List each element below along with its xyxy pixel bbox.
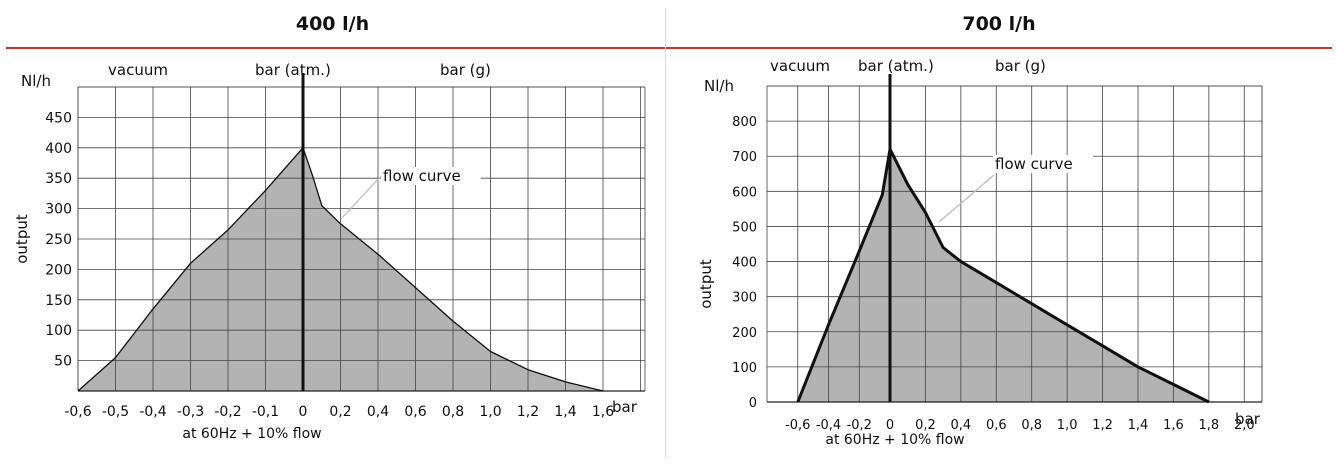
y-tick-label: 250 xyxy=(45,232,72,248)
x-tick-label: -0,2 xyxy=(214,404,241,420)
annotation-leader-line xyxy=(938,174,995,223)
x-tick-label: -0,6 xyxy=(64,404,91,420)
x-tick-label: 0,6 xyxy=(404,404,426,420)
x-tick-label: 1,2 xyxy=(1092,418,1113,433)
y-tick-label: 100 xyxy=(732,361,757,376)
y-tick-label: 0 xyxy=(749,396,757,411)
x-tick-label: 0,8 xyxy=(442,404,464,420)
annotation-bg xyxy=(993,155,1093,173)
y-tick-label: 300 xyxy=(45,202,72,218)
y-tick-label: 500 xyxy=(732,220,757,235)
annotation-leader-line xyxy=(340,175,382,220)
region-label-vacuum: vacuum xyxy=(770,57,830,75)
x-tick-label: 0 xyxy=(299,404,308,420)
x-tick-label: -0,5 xyxy=(102,404,129,420)
y-tick-label: 350 xyxy=(45,171,72,187)
x-axis-label: at 60Hz + 10% flow xyxy=(182,426,321,442)
region-label-gauge: bar (g) xyxy=(440,61,491,79)
y-tick-label: 200 xyxy=(732,326,757,341)
x-axis-label: at 60Hz + 10% flow xyxy=(825,432,964,448)
y-tick-label: 300 xyxy=(732,291,757,306)
x-tick-label: 0 xyxy=(886,418,894,433)
y-tick-label: 400 xyxy=(732,256,757,271)
x-tick-label: 2,0 xyxy=(1234,418,1255,433)
x-tick-label: -0,3 xyxy=(177,404,204,420)
region-label-atm: bar (atm.) xyxy=(255,61,331,79)
flow-chart-400: -0,6 -0,5 -0,4 -0,3 -0,2 -0,1 0 0,2 0,4 0,6 0,8 1,0… xyxy=(13,61,646,442)
y-unit-label: Nl/h xyxy=(21,72,51,90)
x-unit-label: bar xyxy=(1235,410,1261,428)
x-tick-label: 1,2 xyxy=(517,404,539,420)
annotation-flow-curve: flow curve xyxy=(383,167,461,185)
region-label-vacuum: vacuum xyxy=(108,61,168,79)
x-tick-label: -0,6 xyxy=(785,418,810,433)
y-unit-label: Nl/h xyxy=(704,77,734,95)
x-tick-label: 0,4 xyxy=(367,404,389,420)
x-tick-label: 0,8 xyxy=(1021,418,1042,433)
flow-chart-700: -0,6 -0,4 -0,2 0 0,2 0,4 0,6 0,8 1,0 1,2 1,4 1,6 1,8… xyxy=(697,57,1263,448)
y-axis-label: output xyxy=(697,259,715,309)
x-tick-label: 1,6 xyxy=(1163,418,1184,433)
y-tick-label: 700 xyxy=(732,150,757,165)
x-tick-label: 1,8 xyxy=(1199,418,1220,433)
panel-header-400: 400 l/h xyxy=(295,12,370,35)
x-tick-label: 0,2 xyxy=(915,418,936,433)
x-tick-label: -0,4 xyxy=(139,404,166,420)
annotation-flow-curve: flow curve xyxy=(995,155,1073,173)
y-tick-label: 100 xyxy=(45,323,72,339)
y-tick-label: 600 xyxy=(732,185,757,200)
region-label-atm: bar (atm.) xyxy=(858,57,934,75)
x-tick-label: 0,2 xyxy=(329,404,351,420)
y-tick-label: 200 xyxy=(45,262,72,278)
x-tick-label: 1,0 xyxy=(1057,418,1078,433)
y-tick-label: 400 xyxy=(45,141,72,157)
x-tick-label: -0,1 xyxy=(252,404,279,420)
y-tick-label: 50 xyxy=(54,354,72,370)
x-tick-label: 0,4 xyxy=(951,418,972,433)
panel-header-700: 700 l/h xyxy=(962,12,1036,35)
flow-area xyxy=(797,149,1209,402)
x-tick-label: 1,6 xyxy=(592,404,614,420)
panel-divider xyxy=(665,8,666,458)
x-tick-label: 1,4 xyxy=(554,404,576,420)
x-unit-label: bar xyxy=(612,398,638,416)
y-tick-label: 150 xyxy=(45,293,72,309)
y-tick-label: 800 xyxy=(732,115,757,130)
flow-curve-line xyxy=(77,147,604,392)
x-tick-label: -0,2 xyxy=(847,418,872,433)
x-tick-label: 1,0 xyxy=(479,404,501,420)
annotation-bg xyxy=(381,167,481,185)
flow-curve-line xyxy=(796,147,1210,404)
y-tick-label: 450 xyxy=(45,110,72,126)
region-label-gauge: bar (g) xyxy=(995,57,1046,75)
y-axis-label: output xyxy=(13,214,31,264)
x-tick-label: -0,4 xyxy=(816,418,841,433)
x-tick-label: 1,4 xyxy=(1128,418,1149,433)
header-rule xyxy=(6,47,1332,49)
x-tick-label: 0,6 xyxy=(986,418,1007,433)
